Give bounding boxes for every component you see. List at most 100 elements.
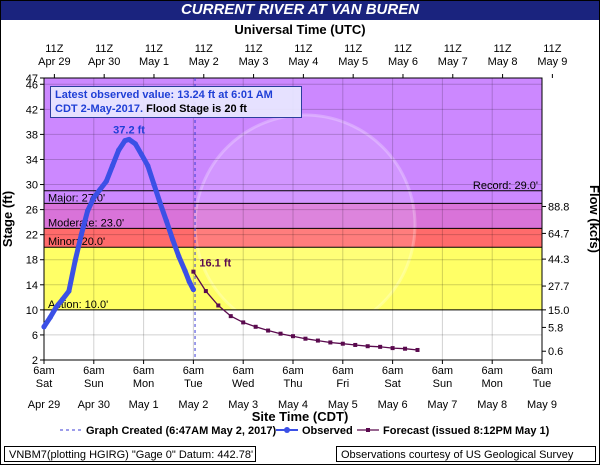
bottom-tick-hour: 6am <box>33 365 54 377</box>
forecast-point <box>278 331 283 336</box>
y-tick-label: 10 <box>26 305 38 317</box>
observed-point <box>60 296 66 302</box>
y-tick-label: 47 <box>26 73 38 85</box>
bottom-tick-date: May 9 <box>527 399 557 411</box>
forecast-point <box>403 346 408 351</box>
bottom-tick-hour: 6am <box>282 365 303 377</box>
latest-line-1: Latest observed value: 13.24 ft at 6:01 … <box>55 89 273 101</box>
noaa-watermark <box>193 113 417 337</box>
observed-point <box>126 136 132 143</box>
top-tick-hour: 11Z <box>294 43 312 55</box>
legend-forecast-marker <box>366 428 370 432</box>
forecast-start-label: 16.1 ft <box>199 258 231 270</box>
footer-datum: VNBM7(plotting HGIRG) "Gage 0" Datum: 44… <box>4 446 256 462</box>
y-axis-left-title: Stage (ft) <box>0 191 15 247</box>
forecast-point <box>328 340 333 345</box>
observed-point <box>151 181 157 188</box>
top-tick-hour: 11Z <box>45 43 63 55</box>
observed-point <box>186 279 192 285</box>
forecast-point <box>415 347 420 352</box>
bottom-tick-hour: 6am <box>432 365 453 377</box>
y-tick-label: 22 <box>26 230 38 242</box>
observed-point <box>91 195 97 201</box>
threshold-label: Record: 29.0' <box>473 180 538 192</box>
observed-point <box>132 141 138 147</box>
forecast-point <box>203 289 208 294</box>
forecast-point <box>228 314 233 319</box>
bottom-tick-day: Mon <box>133 378 154 390</box>
forecast-point <box>303 336 308 341</box>
top-tick-hour: 11Z <box>195 43 213 55</box>
latest-observed-box: Latest observed value: 13.24 ft at 6:01 … <box>50 86 302 118</box>
observed-point <box>84 208 91 214</box>
zone-major <box>44 203 542 229</box>
y-tick-label: 6 <box>32 330 38 342</box>
observed-point <box>182 268 188 274</box>
top-tick-date: May 1 <box>139 56 169 68</box>
latest-line-2b: Flood Stage is 20 ft <box>143 103 247 115</box>
top-tick-date: May 8 <box>488 56 518 68</box>
bottom-tick-date: May 1 <box>129 399 159 411</box>
top-tick-date: May 2 <box>189 56 219 68</box>
bottom-tick-day: Fri <box>336 378 349 390</box>
observed-point <box>103 178 109 184</box>
legend-forecast-label: Forecast (issued 8:12PM May 1) <box>383 425 550 437</box>
flow-tick-label: 27.7 <box>548 281 569 293</box>
forecast-point <box>241 320 246 325</box>
bottom-tick-hour: 6am <box>481 365 502 377</box>
top-tick-date: May 7 <box>438 56 468 68</box>
chart-title: CURRENT RIVER AT VAN BUREN <box>180 1 420 18</box>
forecast-point <box>191 269 196 274</box>
y-tick-label: 46 <box>26 79 38 91</box>
bottom-tick-hour: 6am <box>183 365 204 377</box>
title-bar <box>0 0 600 20</box>
top-tick-date: Apr 30 <box>88 56 120 68</box>
observed-point <box>145 163 151 169</box>
top-tick-hour: 11Z <box>145 43 163 55</box>
bottom-tick-day: Sun <box>84 378 104 390</box>
bottom-tick-day: Mon <box>481 378 502 390</box>
bottom-tick-day: Sat <box>36 378 53 390</box>
observed-point <box>47 314 53 320</box>
flow-tick-label: 15.0 <box>548 305 569 317</box>
bottom-tick-day: Thu <box>284 378 303 390</box>
observed-peak-label: 37.2 ft <box>113 124 145 136</box>
top-tick-date: May 6 <box>388 56 418 68</box>
forecast-point <box>365 344 370 349</box>
flow-tick-label: 88.8 <box>548 201 569 213</box>
observed-series-line <box>41 136 196 330</box>
observed-point <box>157 200 163 206</box>
top-axis-title: Universal Time (UTC) <box>234 22 365 37</box>
legend-observed-label: Observed <box>302 425 353 437</box>
bottom-tick-day: Sat <box>384 378 401 390</box>
threshold-label: Minor: 20.0' <box>48 236 105 248</box>
top-tick-date: May 4 <box>288 56 318 68</box>
observed-point <box>190 286 197 293</box>
top-tick-hour: 11Z <box>344 43 362 55</box>
forecast-point <box>216 303 221 308</box>
bottom-tick-date: May 2 <box>178 399 208 411</box>
forecast-point <box>253 324 258 329</box>
bottom-tick-hour: 6am <box>382 365 403 377</box>
top-tick-hour: 11Z <box>95 43 113 55</box>
bottom-tick-hour: 6am <box>232 365 253 377</box>
bottom-tick-date: May 4 <box>278 399 308 411</box>
top-tick-hour: 11Z <box>444 43 462 55</box>
forecast-point <box>390 346 395 351</box>
bottom-tick-date: May 6 <box>378 399 408 411</box>
bottom-tick-day: Tue <box>184 378 203 390</box>
bottom-tick-date: May 7 <box>427 399 457 411</box>
top-tick-date: May 5 <box>338 56 368 68</box>
observed-point <box>109 163 116 169</box>
flow-tick-label: 44.3 <box>548 254 569 266</box>
observed-point <box>170 237 176 243</box>
flow-tick-label: 0.6 <box>548 346 563 358</box>
bottom-tick-day: Sun <box>433 378 453 390</box>
legend-observed-marker <box>284 427 290 433</box>
observed-point <box>97 186 103 193</box>
legend-created-label: Graph Created (6:47AM May 2, 2017) <box>86 425 276 437</box>
observed-point <box>41 324 47 330</box>
observed-point <box>116 147 122 153</box>
bottom-tick-hour: 6am <box>133 365 154 377</box>
